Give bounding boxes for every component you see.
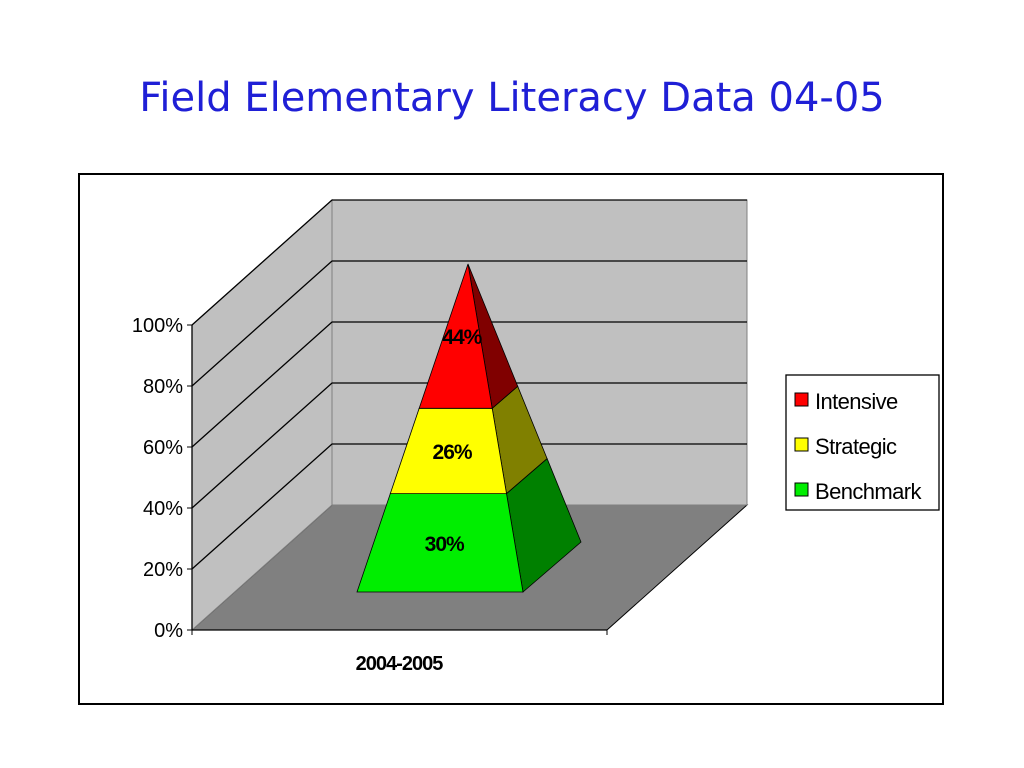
gridlines: [191, 199, 747, 570]
pyramid: [356, 263, 582, 593]
slide-title: Field Elementary Literacy Data 04-05: [139, 75, 885, 121]
legend-swatch-strategic: [794, 437, 809, 452]
x-category-label: 2004-2005: [356, 653, 444, 675]
legend-swatch-benchmark: [794, 482, 809, 497]
gridline: [191, 199, 747, 326]
y-tick-label: 60%: [143, 437, 183, 459]
legend-box: [785, 374, 940, 511]
legend-label-strategic: Strategic: [815, 434, 897, 459]
legend: Intensive Strategic Benchmark: [785, 374, 940, 511]
category-axis: 2004-2005: [191, 629, 608, 675]
gridline: [191, 382, 747, 509]
y-tick-label: 80%: [143, 376, 183, 398]
chart-frame: 0% 20% 40% 60% 80% 100% 30% 26% 44% 2004-2005 I…: [78, 173, 944, 705]
data-label-intensive: 44%: [442, 326, 482, 349]
gridline: [191, 260, 747, 387]
gridline: [191, 443, 747, 570]
pyramid-segment-intensive: [418, 263, 493, 409]
pyramid-chart: 0% 20% 40% 60% 80% 100% 30% 26% 44% 2004-2005 I…: [132, 198, 940, 675]
legend-label-intensive: Intensive: [815, 389, 898, 414]
legend-label-benchmark: Benchmark: [815, 479, 922, 504]
data-label-strategic: 26%: [433, 441, 473, 464]
data-labels: 30% 26% 44%: [425, 326, 484, 556]
legend-swatch-intensive: [794, 392, 809, 407]
y-tick-label: 40%: [143, 498, 183, 520]
y-tick-label: 100%: [132, 315, 183, 337]
y-tick-label: 0%: [154, 620, 183, 642]
data-label-benchmark: 30%: [425, 533, 465, 556]
value-axis: 0% 20% 40% 60% 80% 100%: [132, 315, 193, 642]
y-tick-label: 20%: [143, 559, 183, 581]
gridline: [191, 321, 747, 448]
